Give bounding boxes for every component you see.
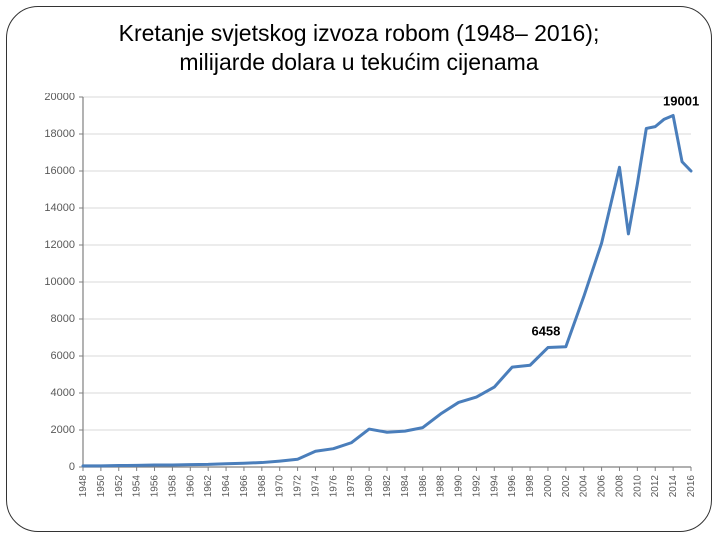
x-tick-label: 1992 — [471, 475, 482, 498]
x-tick-label: 1964 — [221, 475, 232, 498]
x-tick-label: 1972 — [293, 475, 304, 498]
x-tick-label: 1988 — [436, 475, 447, 498]
x-tick-label: 2004 — [579, 475, 590, 498]
y-tick-label: 18000 — [44, 128, 75, 140]
x-tick-label: 1974 — [310, 475, 321, 498]
x-tick-label: 2002 — [561, 475, 572, 498]
x-tick-label: 2008 — [614, 475, 625, 498]
x-tick-label: 1986 — [418, 475, 429, 498]
annotation-label: 19001 — [663, 93, 699, 108]
annotation-label: 6458 — [531, 324, 560, 339]
y-tick-label: 6000 — [51, 350, 75, 362]
x-tick-label: 1998 — [525, 475, 536, 498]
title-line-2: milijarde dolara u tekućim cijenama — [7, 48, 711, 77]
title-line-1: Kretanje svjetskog izvoza robom (1948– 2… — [7, 19, 711, 48]
x-tick-label: 1980 — [364, 475, 375, 498]
x-tick-label: 1956 — [150, 475, 161, 498]
data-line — [83, 115, 691, 465]
x-tick-label: 1954 — [132, 475, 143, 498]
x-tick-label: 1976 — [328, 475, 339, 498]
x-tick-label: 1950 — [96, 475, 107, 498]
y-tick-label: 20000 — [44, 93, 75, 103]
x-tick-label: 1958 — [167, 475, 178, 498]
y-tick-label: 14000 — [44, 202, 75, 214]
x-tick-label: 1960 — [185, 475, 196, 498]
slide-frame: Kretanje svjetskog izvoza robom (1948– 2… — [6, 6, 712, 532]
x-tick-label: 2012 — [650, 475, 661, 498]
x-tick-label: 1984 — [400, 475, 411, 498]
x-tick-label: 2000 — [543, 475, 554, 498]
x-tick-label: 1952 — [114, 475, 125, 498]
y-tick-label: 16000 — [44, 165, 75, 177]
y-tick-label: 8000 — [51, 313, 75, 325]
x-tick-label: 1948 — [78, 475, 89, 498]
x-tick-label: 2006 — [597, 475, 608, 498]
chart-container: 0 2000 4000 6000 8000 10000 12000 14000 16000 180… — [27, 93, 707, 523]
x-tick-label: 1970 — [275, 475, 286, 498]
x-tick-label: 2016 — [686, 475, 697, 498]
x-tick-label: 2010 — [632, 475, 643, 498]
y-tick-label: 12000 — [44, 239, 75, 251]
x-tick-label: 1982 — [382, 475, 393, 498]
y-tick-label: 10000 — [44, 276, 75, 288]
chart-title: Kretanje svjetskog izvoza robom (1948– 2… — [7, 19, 711, 77]
y-tick-label: 0 — [69, 461, 75, 473]
y-tick-label: 4000 — [51, 387, 75, 399]
x-tick-label: 1966 — [239, 475, 250, 498]
x-tick-label: 2014 — [668, 475, 679, 498]
x-tick-label: 1994 — [489, 475, 500, 498]
x-tick-label: 1978 — [346, 475, 357, 498]
line-chart: 0 2000 4000 6000 8000 10000 12000 14000 16000 180… — [27, 93, 707, 523]
x-tick-label: 1996 — [507, 475, 518, 498]
x-tick-label: 1990 — [454, 475, 465, 498]
y-tick-label: 2000 — [51, 424, 75, 436]
x-tick-label: 1968 — [257, 475, 268, 498]
x-tick-label: 1962 — [203, 475, 214, 498]
